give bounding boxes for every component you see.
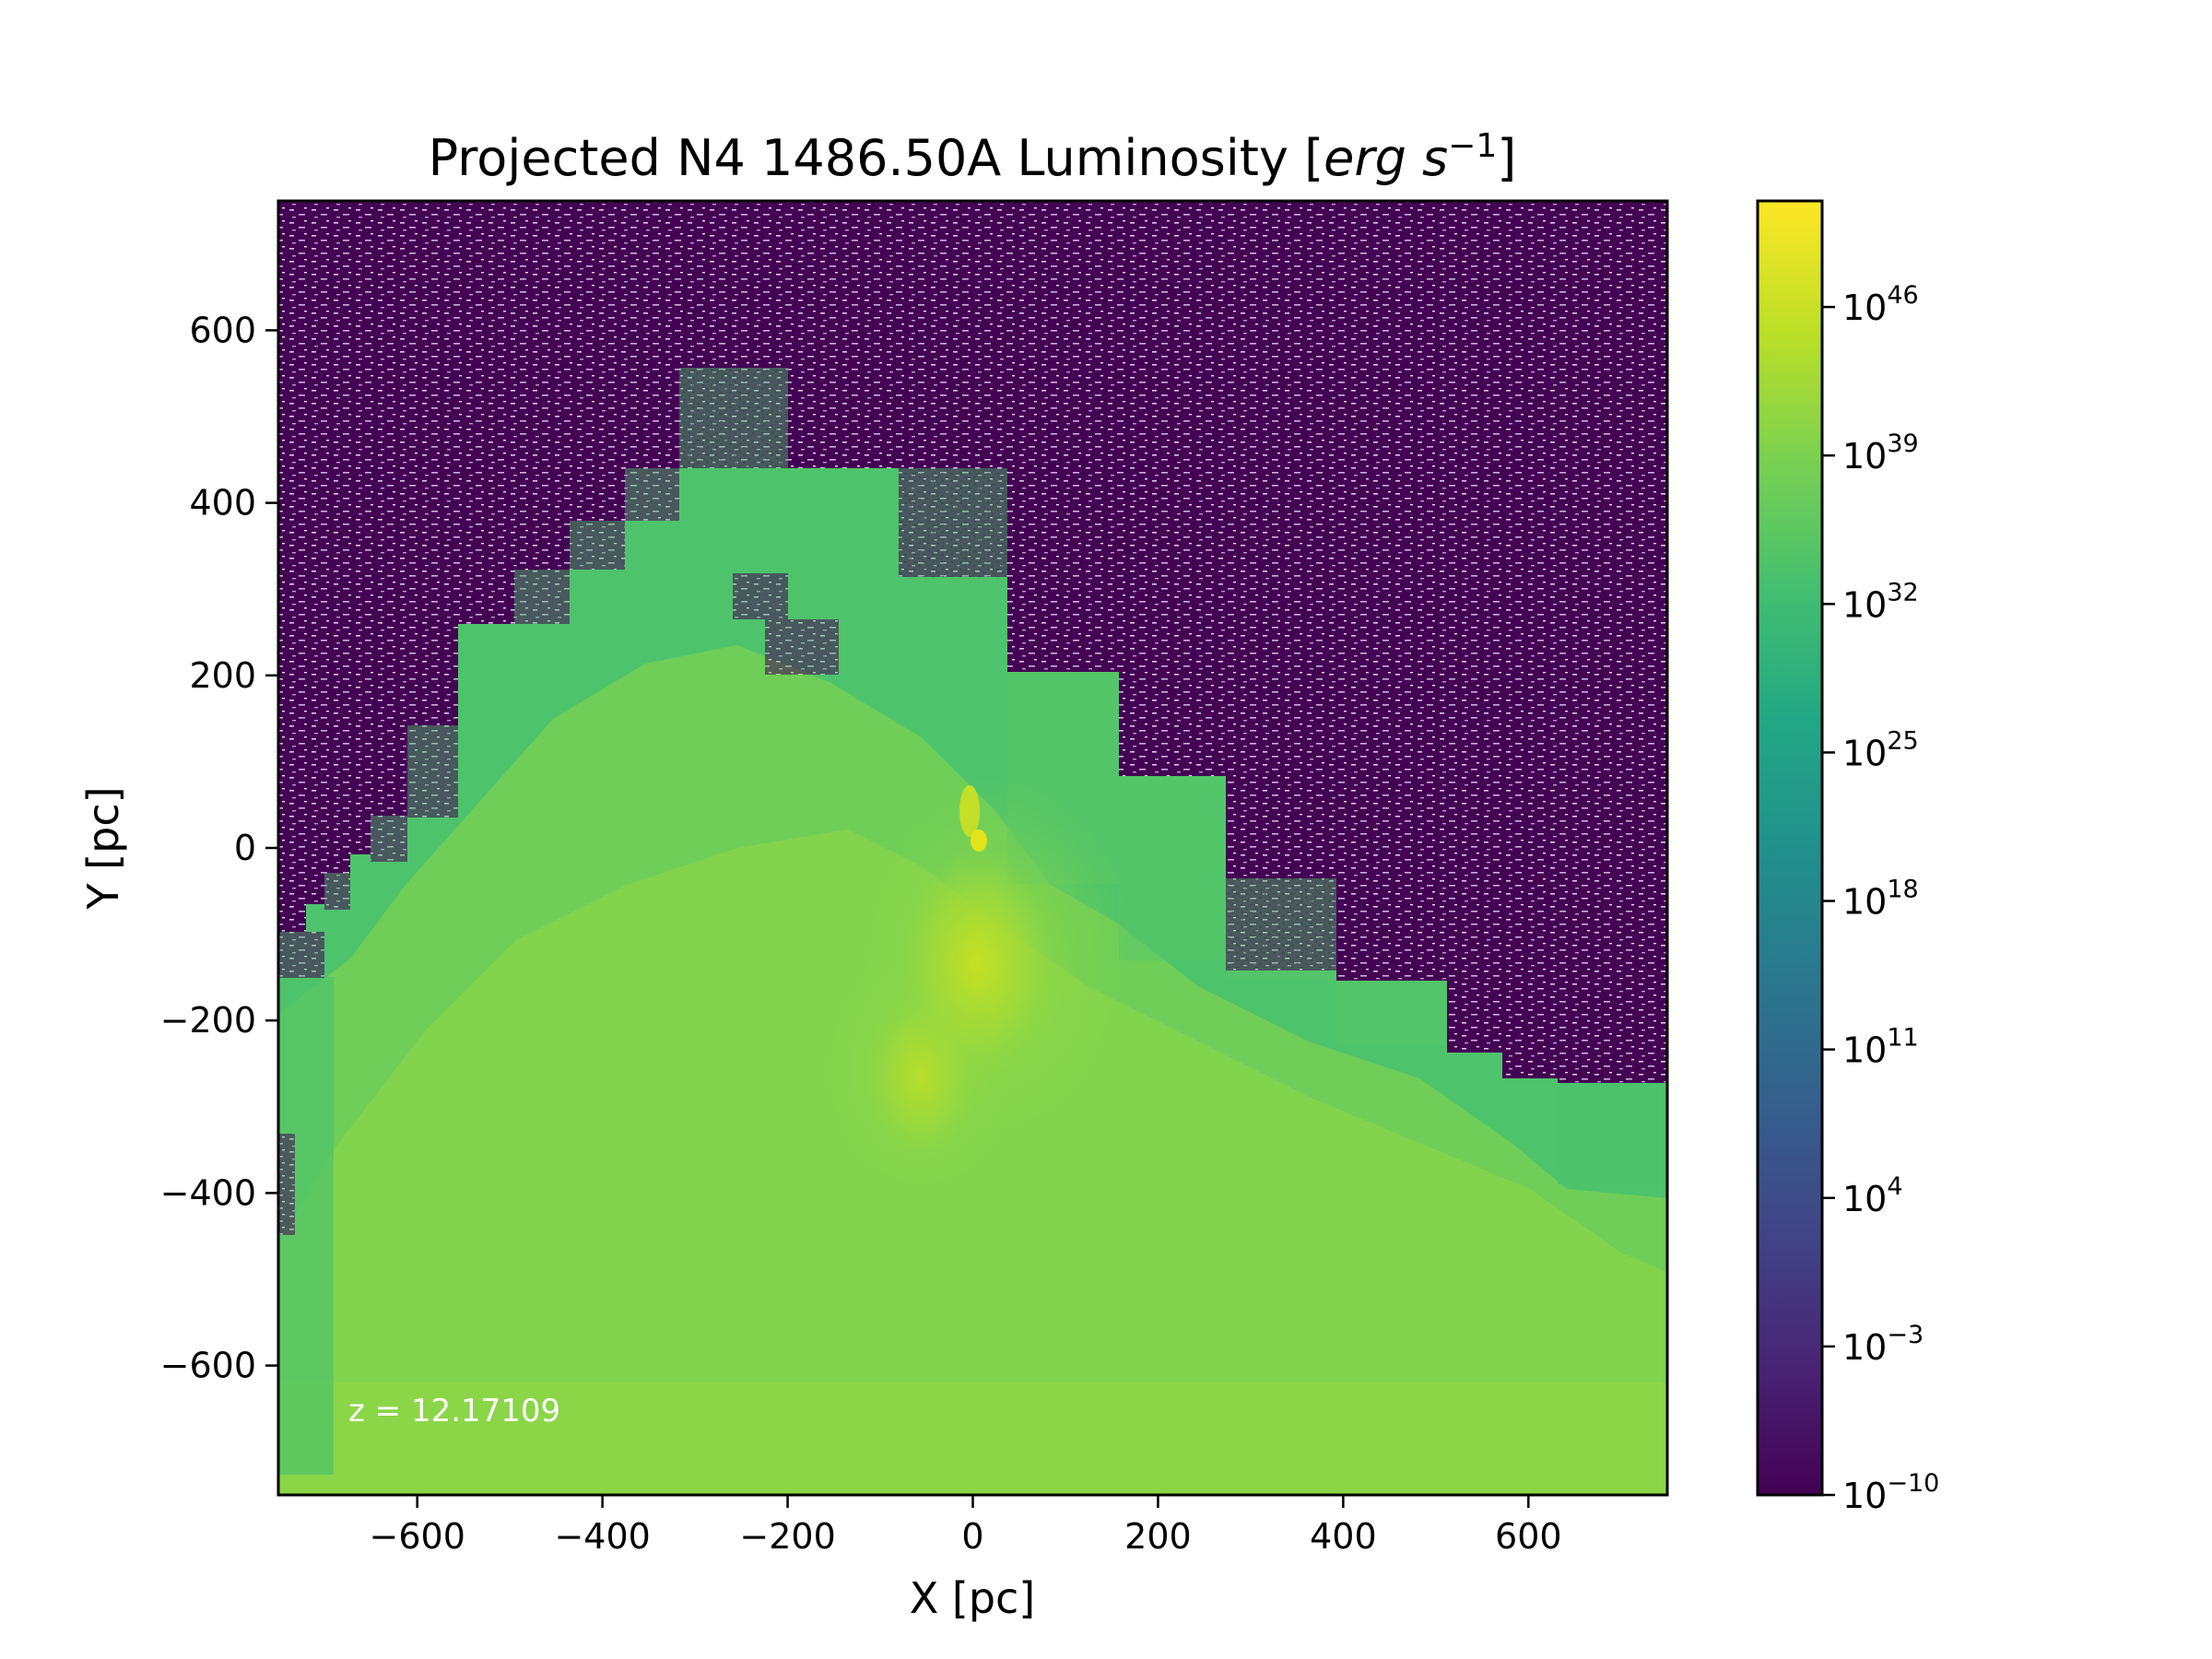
- y-tick-label: 200: [189, 655, 256, 696]
- y-axis-title: Y [pc]: [78, 786, 128, 910]
- heatmap-image: [278, 201, 1667, 1495]
- x-tick-label: −200: [739, 1516, 835, 1557]
- colorbar-tick-label: 1011: [1842, 1024, 1919, 1071]
- colorbar-tick-label: 1018: [1842, 876, 1919, 923]
- colorbar-tick-label: 10−10: [1842, 1469, 1939, 1516]
- y-tick-label: −200: [160, 1000, 256, 1041]
- chart-title: Projected N4 1486.50A Luminosity [erg s−…: [429, 127, 1517, 187]
- x-tick-label: 200: [1124, 1516, 1192, 1557]
- colorbar-tick-label: 1039: [1842, 429, 1919, 477]
- colorbar-tick-label: 10−3: [1842, 1321, 1924, 1368]
- colorbar-tick-label: 1032: [1842, 578, 1919, 625]
- colorbar-tick-label: 1046: [1842, 281, 1919, 328]
- x-tick-label: 400: [1310, 1516, 1377, 1557]
- y-tick-label: 600: [189, 310, 256, 350]
- y-axis: 600 400 200 0 −200 −400 −600: [160, 310, 278, 1386]
- colorbar-gradient: [1758, 201, 1822, 1495]
- x-tick-label: 0: [961, 1516, 983, 1557]
- colorbar-tick-label: 104: [1842, 1172, 1903, 1219]
- x-tick-label: −400: [554, 1516, 650, 1557]
- y-tick-label: −600: [160, 1346, 256, 1386]
- colorbar-frame: [1756, 199, 1824, 1497]
- x-tick-label: 600: [1495, 1516, 1562, 1557]
- x-axis: −600 −400 −200 0 200 400 600: [370, 1495, 1562, 1557]
- redshift-annotation: z = 12.17109: [348, 1393, 560, 1430]
- y-tick-label: 0: [234, 828, 256, 868]
- colorbar-ticks: 1046 1039 1032 1025 1018 1011 104 10−3 10−10: [1822, 281, 1939, 1516]
- y-tick-label: 400: [189, 483, 256, 524]
- x-axis-title: X [pc]: [910, 1573, 1036, 1623]
- x-tick-label: −600: [370, 1516, 465, 1557]
- y-tick-label: −400: [160, 1172, 256, 1213]
- colorbar-tick-label: 1025: [1842, 726, 1919, 773]
- colorbar: 1046 1039 1032 1025 1018 1011 104 10−3 10−10: [1756, 199, 1939, 1516]
